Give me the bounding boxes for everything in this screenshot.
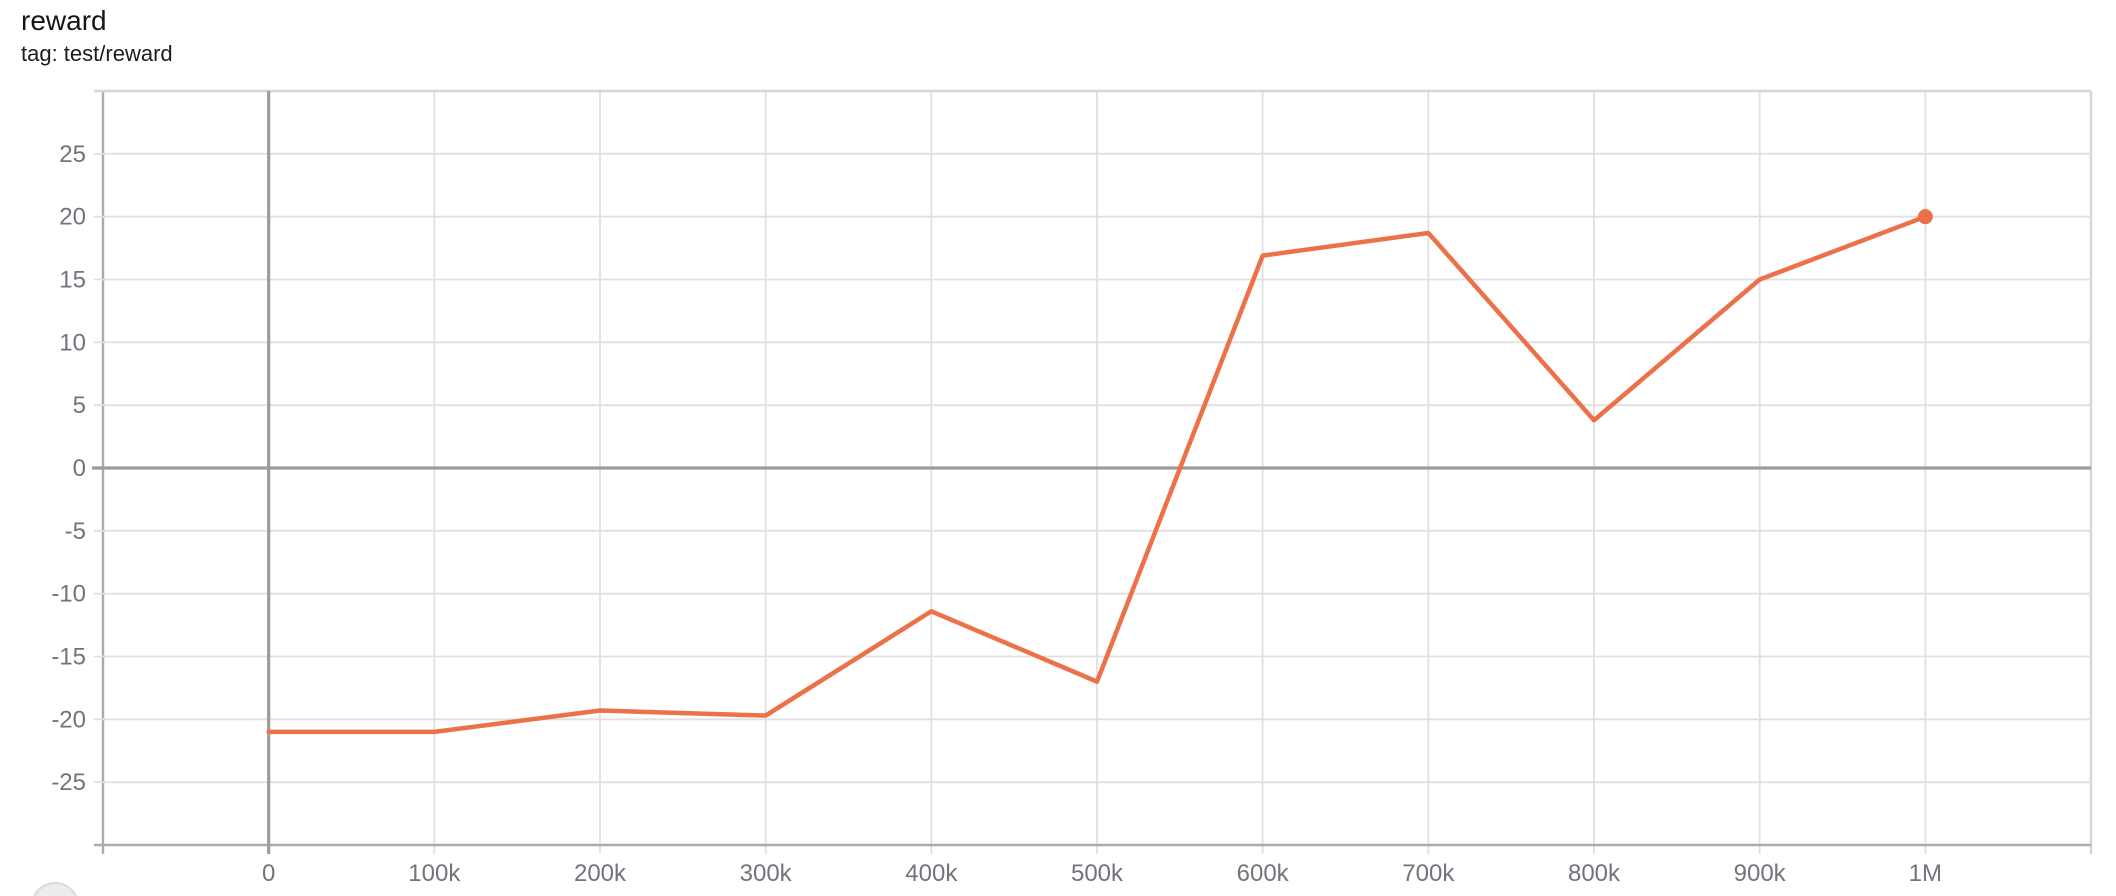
x-tick-label: 700k: [1402, 860, 1455, 887]
y-tick-label: 10: [59, 329, 86, 356]
x-tick-label: 0: [262, 860, 275, 887]
x-tick-label: 1M: [1909, 860, 1942, 887]
x-tick-label: 200k: [574, 860, 627, 887]
y-tick-label: 20: [59, 204, 86, 231]
y-tick-label: 5: [73, 392, 86, 419]
x-tick-label: 300k: [740, 860, 793, 887]
y-tick-label: 25: [59, 141, 86, 168]
chart-tag-subtitle: tag: test/reward: [21, 40, 173, 66]
x-tick-label: 900k: [1734, 860, 1787, 887]
chart-title: reward: [21, 5, 107, 36]
y-tick-label: 15: [59, 267, 86, 294]
y-tick-label: -25: [51, 769, 86, 796]
x-tick-label: 500k: [1071, 860, 1124, 887]
x-tick-label: 400k: [905, 860, 958, 887]
series-line: [266, 214, 1928, 735]
x-tick-label: 600k: [1237, 860, 1290, 887]
y-tick-label: -20: [51, 706, 86, 733]
y-tick-label: -10: [51, 581, 86, 608]
end-point-marker: [1917, 209, 1933, 225]
card-header: reward tag: test/reward: [21, 4, 173, 67]
y-tick-label: -5: [65, 518, 86, 545]
y-tick-label: -15: [51, 644, 86, 671]
x-tick-label: 800k: [1568, 860, 1621, 887]
x-tick-label: 100k: [408, 860, 461, 887]
y-tick-label: 0: [73, 455, 86, 482]
